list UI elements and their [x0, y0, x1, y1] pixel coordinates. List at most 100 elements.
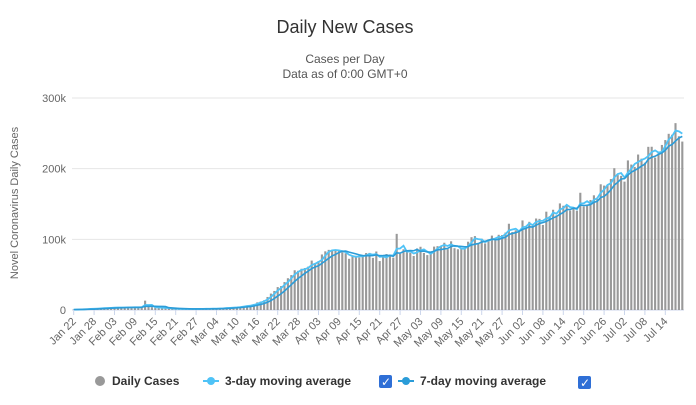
bar [599, 184, 602, 310]
bar [586, 204, 589, 310]
legend-marker-7-day [402, 377, 410, 385]
bar [395, 233, 398, 310]
bar [446, 249, 449, 310]
bar [273, 290, 276, 310]
legend-label-7-day: 7-day moving average [420, 374, 546, 388]
bar [154, 307, 157, 310]
bar [535, 218, 538, 310]
bar [514, 230, 517, 310]
bar [511, 232, 514, 310]
bar [337, 250, 340, 310]
bar [674, 123, 677, 310]
bar [320, 254, 323, 310]
bar [613, 168, 616, 310]
bar [538, 218, 541, 310]
bar [116, 307, 119, 310]
checkbox-3-day-average[interactable]: ✓ [379, 375, 392, 389]
bar [307, 266, 310, 310]
bar [518, 231, 521, 310]
bar [123, 307, 126, 310]
bar [647, 146, 650, 310]
bar [382, 256, 385, 310]
checkmark-icon: ✓ [580, 376, 590, 390]
bar [569, 210, 572, 310]
bar [582, 206, 585, 310]
daily-cases-bars [72, 123, 684, 310]
bar [324, 251, 327, 310]
legend-item-3-day-average[interactable]: 3-day moving average [203, 374, 351, 388]
bar [677, 136, 680, 310]
bar [528, 221, 531, 310]
bar [310, 260, 313, 310]
bar [456, 249, 459, 310]
bar [487, 239, 490, 310]
bar [555, 215, 558, 310]
legend-item-7-day-average[interactable]: 7-day moving average [398, 374, 546, 388]
bar [259, 301, 262, 310]
bar [161, 307, 164, 310]
bar [419, 246, 422, 310]
bar [667, 133, 670, 310]
bar [654, 157, 657, 310]
bar [477, 244, 480, 310]
bar [348, 258, 351, 310]
bar [157, 307, 160, 310]
bar [633, 166, 636, 310]
legend-marker-3-day [207, 377, 215, 385]
bar [120, 307, 123, 310]
bar [286, 278, 289, 310]
bar [266, 296, 269, 310]
chart-subtitle-line-1: Cases per Day [305, 52, 384, 66]
bar [572, 207, 575, 310]
bar [378, 261, 381, 310]
bar [426, 255, 429, 310]
checkbox-3-day-box [379, 375, 392, 388]
moving-average-lines [73, 129, 683, 311]
bar [606, 184, 609, 310]
bar [463, 248, 466, 310]
bar [256, 302, 259, 310]
bar [592, 195, 595, 310]
bar [620, 175, 623, 310]
bar [467, 241, 470, 310]
bar [331, 249, 334, 310]
checkbox-7-day-average[interactable]: ✓ [578, 376, 591, 390]
bar [541, 224, 544, 310]
bar [545, 211, 548, 310]
bar [293, 270, 296, 310]
bar [263, 300, 266, 310]
bar [565, 205, 568, 310]
bar [433, 246, 436, 310]
bar [276, 287, 279, 310]
y-tick-label: 300k [42, 93, 66, 105]
bar [637, 154, 640, 310]
bar [664, 140, 667, 310]
bar [365, 253, 368, 310]
bar [470, 237, 473, 310]
bar [290, 275, 293, 310]
bar [589, 199, 592, 310]
bar [127, 307, 130, 310]
bar [657, 153, 660, 310]
bar [422, 252, 425, 310]
bar [552, 209, 555, 310]
bar [575, 210, 578, 310]
bar [388, 254, 391, 310]
chart-title: Daily New Cases [276, 17, 413, 37]
bar [480, 238, 483, 310]
bar [344, 253, 347, 310]
bar [507, 223, 510, 310]
y-axis-ticks: 0 100k 200k 300k [42, 93, 66, 317]
bar [361, 255, 364, 310]
legend-item-daily-cases[interactable]: Daily Cases [95, 374, 180, 388]
grid-lines [72, 97, 684, 311]
bar [317, 261, 320, 310]
bar [521, 220, 524, 310]
bar [436, 246, 439, 310]
bar [524, 227, 527, 310]
bar [341, 252, 344, 310]
bar [392, 257, 395, 310]
bar [603, 185, 606, 310]
bar [429, 253, 432, 310]
